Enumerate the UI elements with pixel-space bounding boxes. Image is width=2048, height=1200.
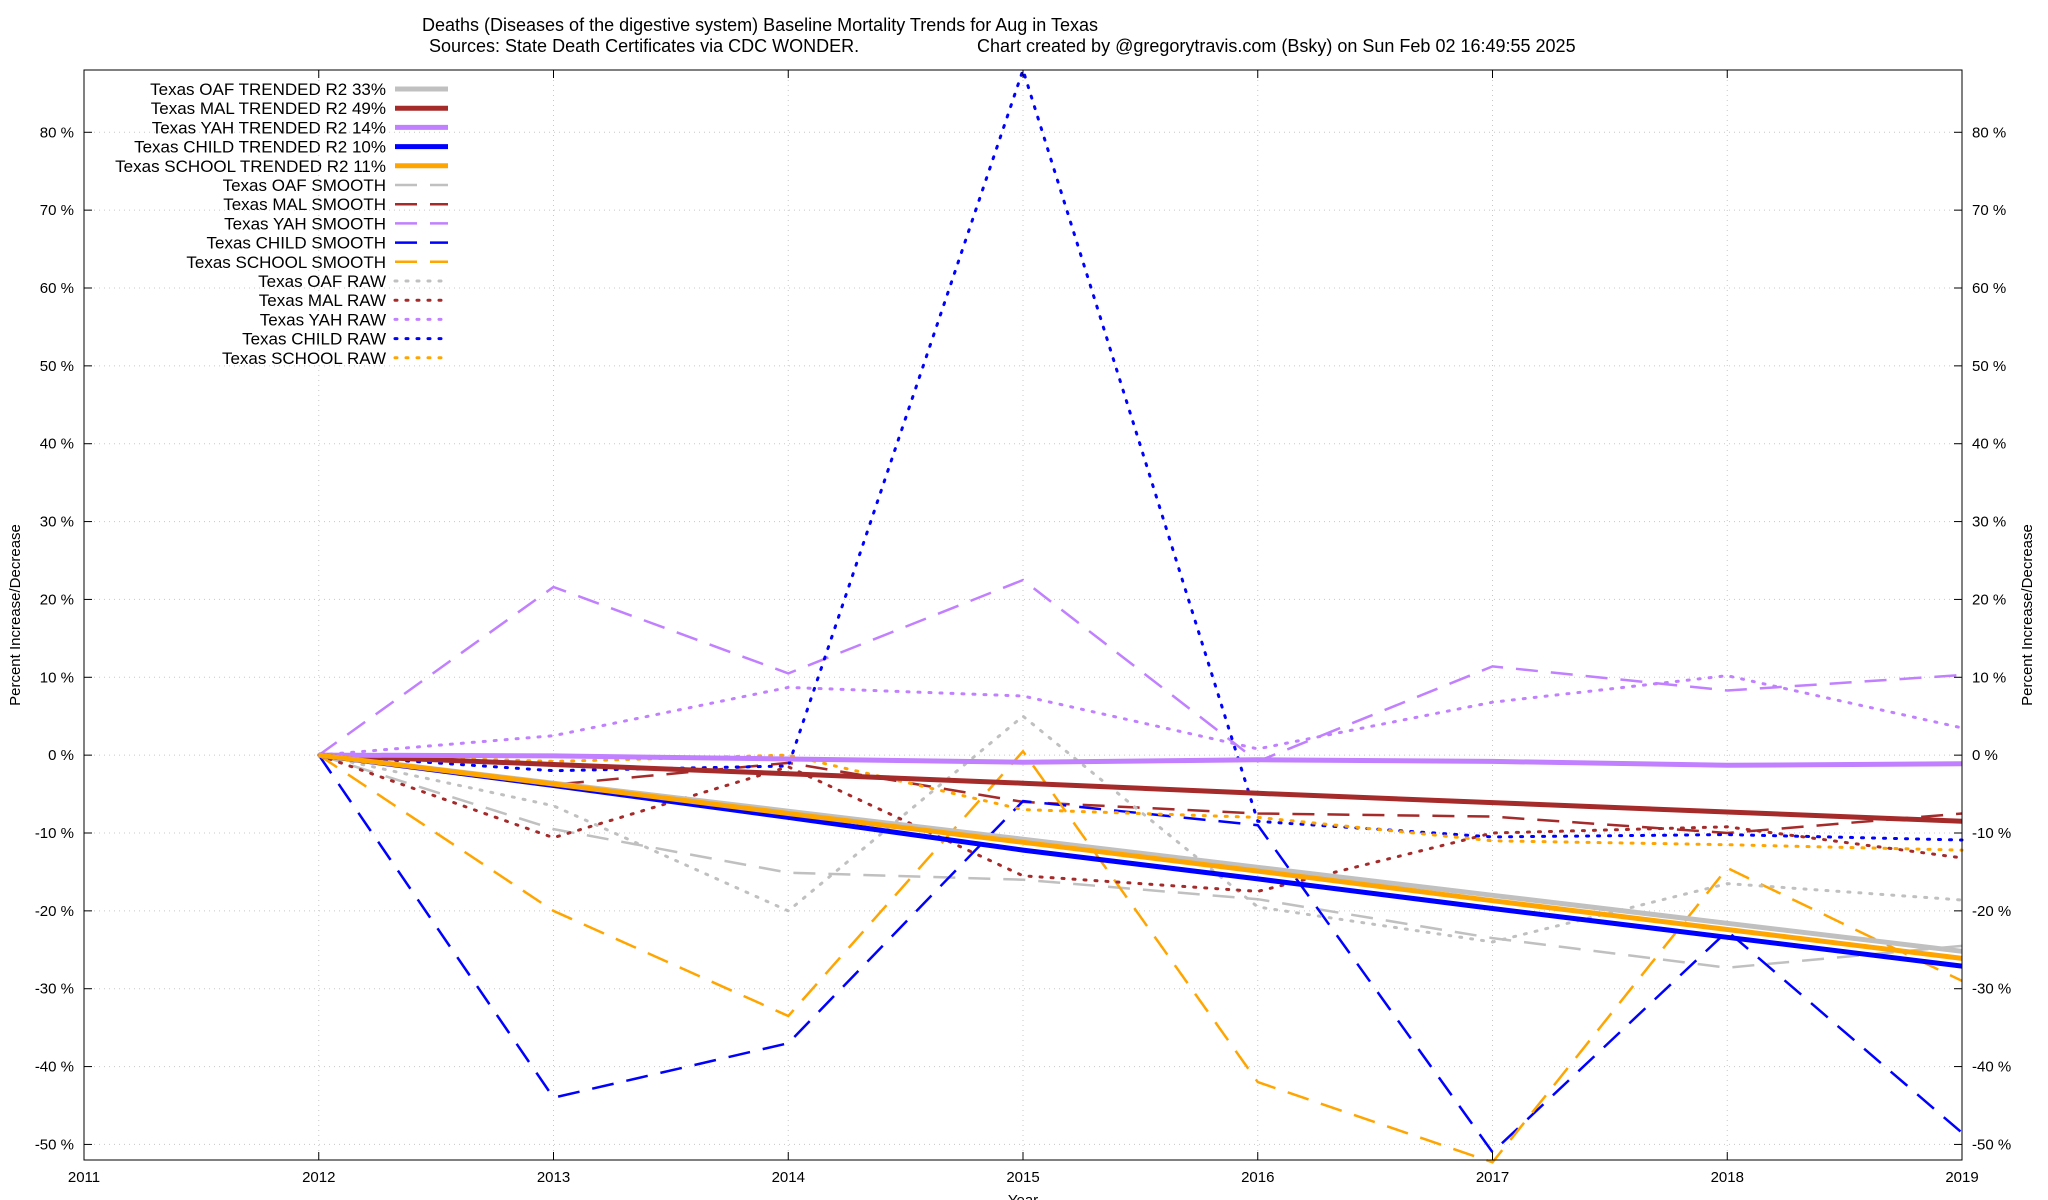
y-tick-label: 0 % [48, 747, 74, 764]
y-tick-label: 70 % [40, 202, 74, 219]
x-axis-label: Year [1008, 1192, 1038, 1200]
x-tick-label: 2014 [772, 1169, 805, 1186]
y2-tick-label: -40 % [1972, 1059, 2011, 1076]
y-tick-label: 60 % [40, 280, 74, 297]
series-layer [317, 65, 1964, 1164]
x-tick-label: 2011 [68, 1169, 100, 1186]
y2-axis-label: Percent Increase/Decrease [2019, 524, 2036, 706]
y2-tick-label: 40 % [1972, 436, 2006, 453]
y-tick-label: -20 % [35, 903, 74, 920]
legend-label-texas-school-trended-r2-11: Texas SCHOOL TRENDED R2 11% [115, 157, 386, 176]
legend-label-texas-yah-raw: Texas YAH RAW [260, 310, 386, 329]
legend-label-texas-child-raw: Texas CHILD RAW [242, 330, 386, 349]
y2-tick-label: -30 % [1972, 981, 2011, 998]
x-tick-label: 2017 [1476, 1169, 1509, 1186]
legend-label-texas-mal-trended-r2-49: Texas MAL TRENDED R2 49% [151, 99, 386, 118]
series-line-texas-school-trended-r2-11 [318, 752, 1963, 961]
legend: Texas OAF TRENDED R2 33%Texas MAL TRENDE… [115, 80, 450, 368]
x-tick-label: 2016 [1241, 1169, 1274, 1186]
chart-title: Deaths (Diseases of the digestive system… [422, 15, 1098, 35]
y-tick-label: 80 % [40, 124, 74, 141]
legend-label-texas-child-trended-r2-10: Texas CHILD TRENDED R2 10% [134, 138, 386, 157]
series-line-texas-yah-trended-r2-14 [318, 752, 1963, 768]
x-tick-label: 2015 [1006, 1169, 1039, 1186]
series-line-texas-yah-smooth [318, 578, 1963, 763]
legend-label-texas-oaf-trended-r2-33: Texas OAF TRENDED R2 33% [150, 80, 386, 99]
legend-label-texas-yah-smooth: Texas YAH SMOOTH [224, 214, 386, 233]
y-tick-label: 30 % [40, 514, 74, 531]
legend-label-texas-child-smooth: Texas CHILD SMOOTH [207, 234, 386, 253]
y2-tick-label: -50 % [1972, 1136, 2011, 1153]
series-line-texas-mal-raw [317, 753, 1964, 893]
y-tick-label: 40 % [40, 436, 74, 453]
y-tick-label: 10 % [40, 669, 74, 686]
y2-tick-label: -20 % [1972, 903, 2011, 920]
y2-tick-label: 10 % [1972, 669, 2006, 686]
y2-tick-label: 70 % [1972, 202, 2006, 219]
legend-label-texas-oaf-smooth: Texas OAF SMOOTH [223, 176, 386, 195]
x-tick-label: 2012 [302, 1169, 335, 1186]
y2-tick-label: 0 % [1972, 747, 1998, 764]
x-tick-label: 2013 [537, 1169, 570, 1186]
legend-label-texas-mal-raw: Texas MAL RAW [259, 291, 386, 310]
x-tick-label: 2019 [1945, 1169, 1978, 1186]
series-line-texas-oaf-smooth [318, 753, 1963, 969]
y-tick-label: -30 % [35, 981, 74, 998]
y-axis-label: Percent Increase/Decrease [7, 524, 24, 706]
y2-tick-label: 30 % [1972, 514, 2006, 531]
series-line-texas-mal-smooth [318, 753, 1963, 835]
y-tick-label: -50 % [35, 1136, 74, 1153]
y-tick-label: -10 % [35, 825, 74, 842]
y2-tick-label: 80 % [1972, 124, 2006, 141]
y-tick-label: -40 % [35, 1059, 74, 1076]
series-line-texas-oaf-raw [317, 714, 1964, 944]
chart-subtitle-sources: Sources: State Death Certificates via CD… [429, 36, 859, 56]
chart-subtitle-credit: Chart created by @gregorytravis.com (Bsk… [977, 36, 1576, 56]
series-line-texas-yah-raw [317, 674, 1964, 757]
y-tick-label: 50 % [40, 358, 74, 375]
legend-label-texas-mal-smooth: Texas MAL SMOOTH [223, 195, 386, 214]
series-line-texas-mal-trended-r2-49 [318, 752, 1963, 824]
y2-tick-label: 50 % [1972, 358, 2006, 375]
legend-label-texas-oaf-raw: Texas OAF RAW [258, 272, 386, 291]
series-line-texas-child-raw [317, 65, 1964, 842]
series-line-texas-school-raw [317, 753, 1964, 852]
y2-tick-label: 20 % [1972, 591, 2006, 608]
y-tick-label: 20 % [40, 591, 74, 608]
series-line-texas-child-smooth [317, 754, 1963, 1155]
legend-label-texas-school-raw: Texas SCHOOL RAW [222, 349, 386, 368]
legend-label-texas-school-smooth: Texas SCHOOL SMOOTH [186, 253, 386, 272]
y2-tick-label: 60 % [1972, 280, 2006, 297]
grid [83, 70, 1963, 1160]
y2-tick-label: -10 % [1972, 825, 2011, 842]
legend-label-texas-yah-trended-r2-14: Texas YAH TRENDED R2 14% [152, 118, 386, 137]
axis-ticks: 2011 2012 2013 2014 2015 2016 2017 2018 2019 -50 … [35, 70, 2011, 1186]
x-tick-label: 2018 [1711, 1169, 1744, 1186]
